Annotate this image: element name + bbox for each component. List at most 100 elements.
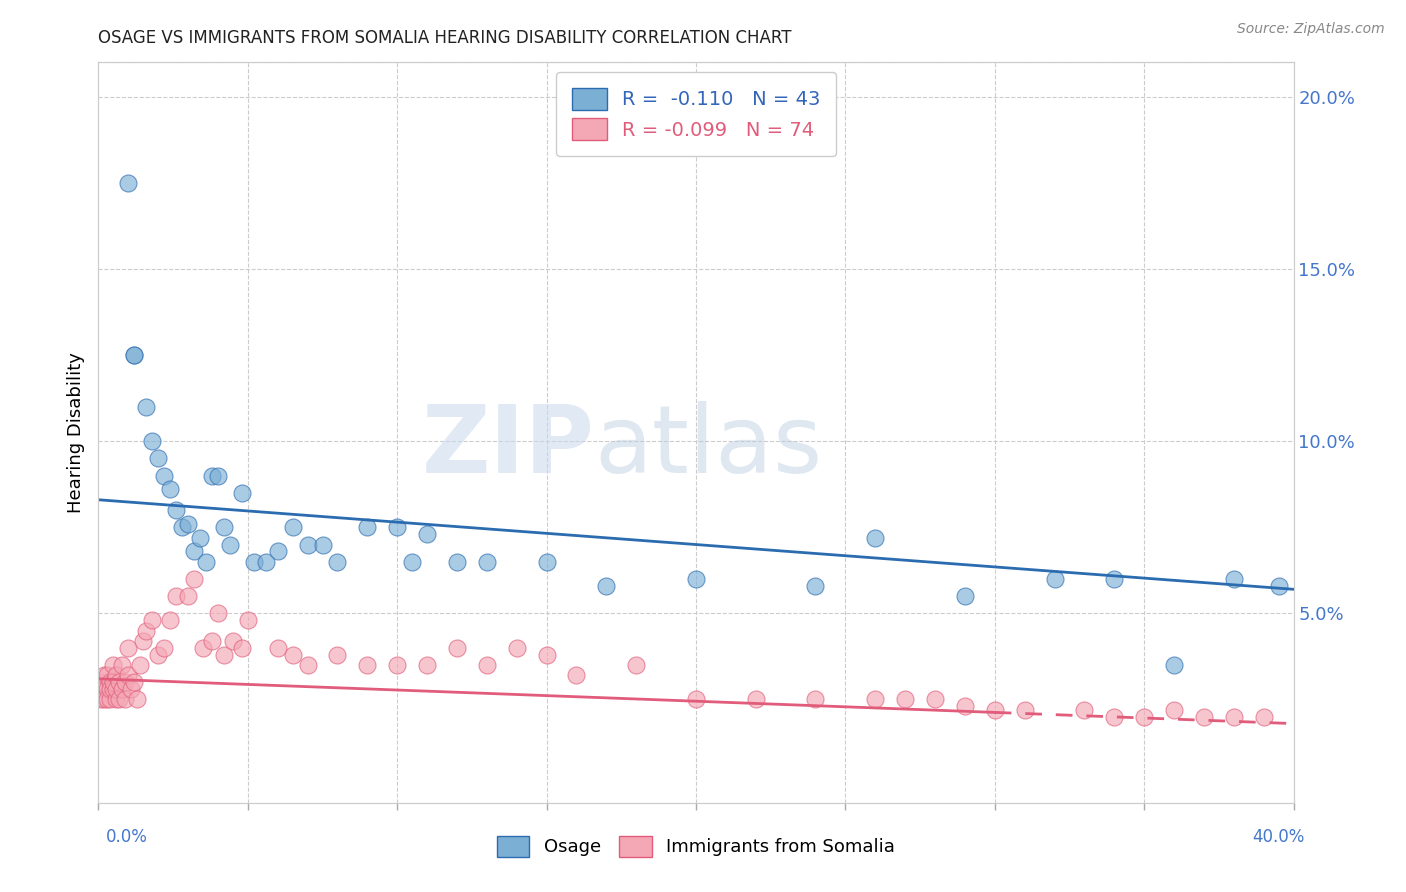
Point xyxy=(201,634,224,648)
Point xyxy=(93,692,115,706)
Point xyxy=(281,648,304,662)
Point xyxy=(924,692,946,706)
Point xyxy=(103,675,125,690)
Point xyxy=(326,555,349,569)
Point xyxy=(207,468,229,483)
Point xyxy=(195,555,218,569)
Point xyxy=(183,544,205,558)
Point xyxy=(506,640,529,655)
Point xyxy=(90,682,112,697)
Point xyxy=(401,555,423,569)
Point xyxy=(108,675,131,690)
Point xyxy=(1163,658,1185,673)
Point xyxy=(93,675,115,690)
Text: 40.0%: 40.0% xyxy=(1253,828,1305,846)
Point xyxy=(212,648,235,662)
Point xyxy=(120,682,142,697)
Point xyxy=(626,658,648,673)
Point xyxy=(165,503,187,517)
Point xyxy=(475,555,498,569)
Point xyxy=(1192,709,1215,723)
Text: atlas: atlas xyxy=(595,401,823,493)
Point xyxy=(114,675,136,690)
Point xyxy=(475,658,498,673)
Point xyxy=(953,589,976,603)
Point xyxy=(105,692,128,706)
Point xyxy=(124,348,146,362)
Point xyxy=(172,520,194,534)
Point xyxy=(132,634,155,648)
Point xyxy=(103,682,125,697)
Point xyxy=(108,692,131,706)
Point xyxy=(1043,572,1066,586)
Point xyxy=(117,668,139,682)
Point xyxy=(165,589,187,603)
Point xyxy=(446,640,468,655)
Point xyxy=(207,607,229,621)
Point xyxy=(153,468,176,483)
Point xyxy=(201,468,224,483)
Point xyxy=(96,668,118,682)
Point xyxy=(243,555,266,569)
Point xyxy=(219,537,242,551)
Point xyxy=(685,692,707,706)
Text: 0.0%: 0.0% xyxy=(105,828,148,846)
Point xyxy=(183,572,205,586)
Point xyxy=(865,692,887,706)
Point xyxy=(267,544,290,558)
Point xyxy=(129,658,152,673)
Text: Source: ZipAtlas.com: Source: ZipAtlas.com xyxy=(1237,22,1385,37)
Text: OSAGE VS IMMIGRANTS FROM SOMALIA HEARING DISABILITY CORRELATION CHART: OSAGE VS IMMIGRANTS FROM SOMALIA HEARING… xyxy=(98,29,792,47)
Point xyxy=(1163,703,1185,717)
Point xyxy=(236,613,259,627)
Point xyxy=(267,640,290,655)
Point xyxy=(416,658,439,673)
Point xyxy=(105,668,128,682)
Point xyxy=(90,692,112,706)
Point xyxy=(894,692,917,706)
Point xyxy=(297,537,319,551)
Point xyxy=(385,520,409,534)
Point xyxy=(565,668,588,682)
Point xyxy=(177,516,200,531)
Point xyxy=(326,648,349,662)
Point xyxy=(1014,703,1036,717)
Point xyxy=(281,520,304,534)
Point xyxy=(96,682,118,697)
Point xyxy=(124,348,146,362)
Point xyxy=(191,640,214,655)
Point xyxy=(297,658,319,673)
Point xyxy=(135,400,157,414)
Point xyxy=(595,579,617,593)
Point xyxy=(416,527,439,541)
Point xyxy=(1223,709,1246,723)
Point xyxy=(98,682,122,697)
Point xyxy=(159,483,181,497)
Point xyxy=(953,699,976,714)
Point xyxy=(1104,572,1126,586)
Point xyxy=(148,451,170,466)
Point xyxy=(111,682,134,697)
Point xyxy=(1253,709,1275,723)
Point xyxy=(231,486,253,500)
Point xyxy=(446,555,468,569)
Point xyxy=(153,640,176,655)
Y-axis label: Hearing Disability: Hearing Disability xyxy=(66,352,84,513)
Point xyxy=(96,692,118,706)
Point xyxy=(1133,709,1156,723)
Point xyxy=(385,658,409,673)
Point xyxy=(1073,703,1095,717)
Point xyxy=(127,692,149,706)
Point xyxy=(177,589,200,603)
Point xyxy=(1223,572,1246,586)
Point xyxy=(141,434,163,449)
Point xyxy=(103,658,125,673)
Point xyxy=(311,537,333,551)
Point xyxy=(865,531,887,545)
Point xyxy=(188,531,211,545)
Point xyxy=(804,579,827,593)
Point xyxy=(222,634,245,648)
Point xyxy=(1267,579,1289,593)
Legend: Osage, Immigrants from Somalia: Osage, Immigrants from Somalia xyxy=(489,829,903,864)
Point xyxy=(141,613,163,627)
